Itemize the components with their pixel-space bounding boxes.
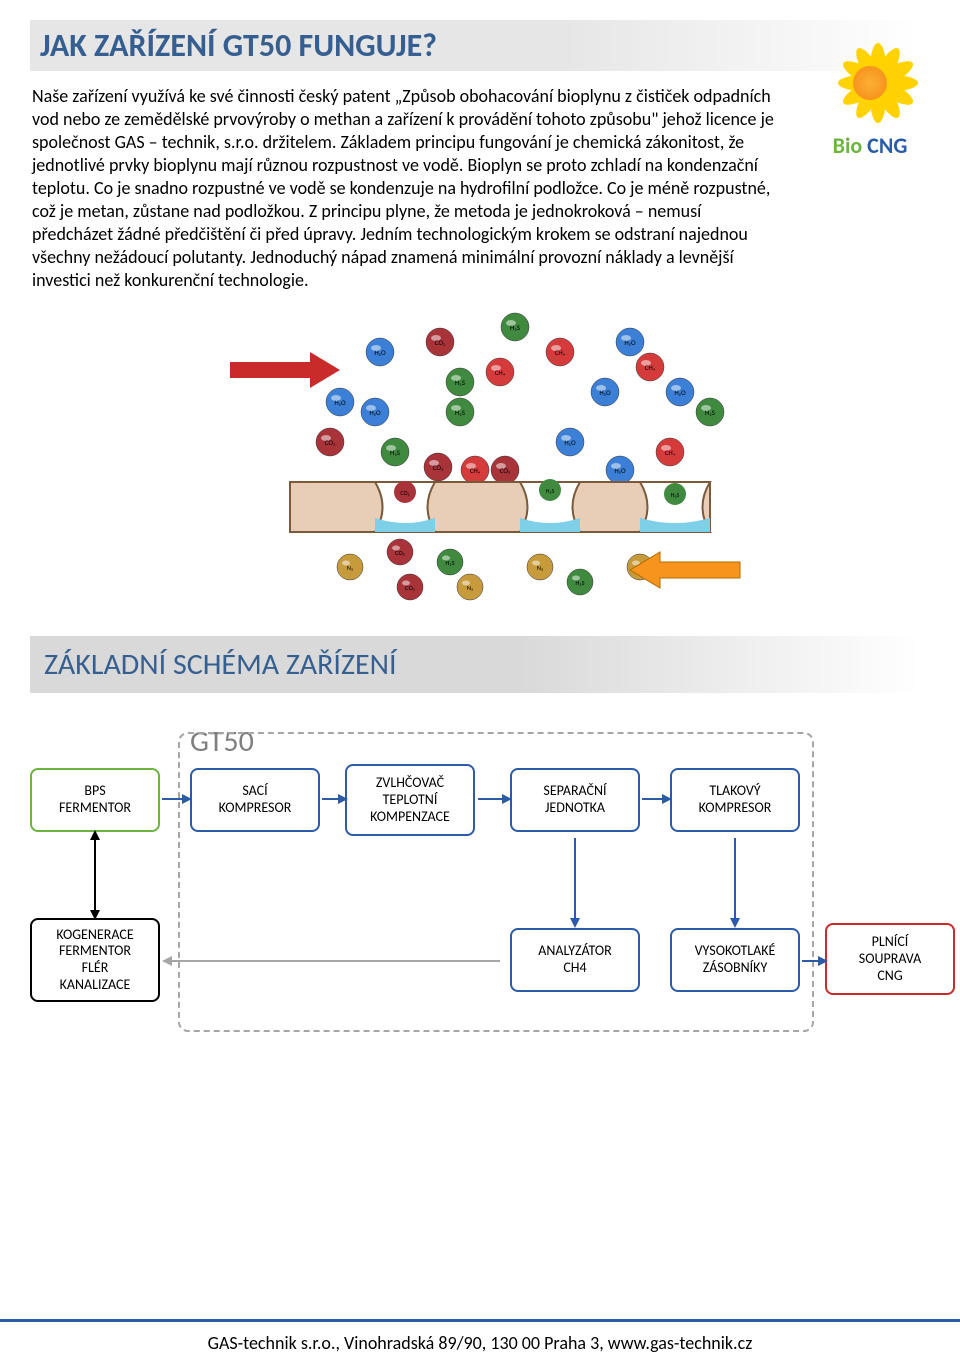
svg-text:H₂O: H₂O xyxy=(369,408,381,417)
svg-text:CO₂: CO₂ xyxy=(500,466,511,475)
svg-text:CH₄: CH₄ xyxy=(555,348,566,357)
logo: Bio CNG xyxy=(810,38,930,159)
svg-text:H₂S: H₂S xyxy=(455,408,465,417)
section-title: ZÁKLADNÍ SCHÉMA ZAŘÍZENÍ xyxy=(30,636,920,693)
arrow xyxy=(170,960,500,962)
schema-diagram: BPS FERMENTORSACÍ KOMPRESORZVLHČOVAČ TEP… xyxy=(30,768,910,1068)
svg-text:H₂S: H₂S xyxy=(671,491,680,499)
box-bps: BPS FERMENTOR xyxy=(30,768,160,832)
box-zvlh: ZVLHČOVAČ TEPLOTNÍ KOMPENZACE xyxy=(345,764,475,836)
svg-text:H₂S: H₂S xyxy=(390,448,400,457)
svg-text:H₂S: H₂S xyxy=(705,408,715,417)
svg-text:H₂S: H₂S xyxy=(510,323,520,332)
box-saci: SACÍ KOMPRESOR xyxy=(190,768,320,832)
arrow xyxy=(478,798,504,800)
svg-text:N₂: N₂ xyxy=(347,564,353,572)
svg-text:H₂S: H₂S xyxy=(546,487,555,495)
svg-text:H₂O: H₂O xyxy=(624,338,636,347)
membrane-diagram: H₂O CO₂ H₂S CH₄ H₂O H₂O H₂O H₂S CH₄ H₂S H₂O CH₄ H₂O H… xyxy=(210,312,750,612)
box-plnici: PLNÍCÍ SOUPRAVA CNG xyxy=(825,923,955,995)
arrow xyxy=(734,838,736,920)
svg-text:H₂O: H₂O xyxy=(614,466,626,475)
svg-text:N₂: N₂ xyxy=(537,564,543,572)
box-sep: SEPARAČNÍ JEDNOTKA xyxy=(510,768,640,832)
arrow xyxy=(94,838,96,912)
svg-text:H₂O: H₂O xyxy=(564,438,576,447)
logo-text: Bio CNG xyxy=(810,132,930,159)
sun-icon xyxy=(825,38,915,128)
box-vys: VYSOKOTLAKÉ ZÁSOBNÍKY xyxy=(670,928,800,992)
svg-text:CH₄: CH₄ xyxy=(470,466,481,475)
svg-text:H₂O: H₂O xyxy=(334,398,346,407)
arrow xyxy=(574,838,576,920)
svg-text:H₂S: H₂S xyxy=(455,378,465,387)
arrow xyxy=(162,798,184,800)
svg-text:CO₂: CO₂ xyxy=(405,584,415,592)
arrow xyxy=(322,798,340,800)
arrow xyxy=(642,798,664,800)
svg-text:CO₂: CO₂ xyxy=(435,338,446,347)
svg-text:N₂: N₂ xyxy=(467,584,473,592)
svg-text:CO₂: CO₂ xyxy=(433,463,444,472)
svg-text:H₂O: H₂O xyxy=(374,348,386,357)
body-paragraph: Naše zařízení využívá ke své činnosti če… xyxy=(32,85,780,292)
svg-text:CO₂: CO₂ xyxy=(325,438,336,447)
svg-text:CH₄: CH₄ xyxy=(495,368,506,377)
box-kogen: KOGENERACE FERMENTOR FLÉR KANALIZACE xyxy=(30,918,160,1002)
svg-text:CO₂: CO₂ xyxy=(400,489,409,497)
arrow xyxy=(802,960,820,962)
svg-text:CO₂: CO₂ xyxy=(395,549,405,557)
svg-text:H₂O: H₂O xyxy=(599,388,611,397)
footer: GAS-technik s.r.o., Vinohradská 89/90, 1… xyxy=(0,1319,960,1354)
page-title: JAK ZAŘÍZENÍ GT50 FUNGUJE? xyxy=(30,20,920,71)
box-anal: ANALYZÁTOR CH4 xyxy=(510,928,640,992)
svg-text:H₂S: H₂S xyxy=(575,579,584,587)
svg-text:CH₄: CH₄ xyxy=(665,448,676,457)
svg-text:CH₄: CH₄ xyxy=(645,363,656,372)
svg-text:H₂O: H₂O xyxy=(674,388,686,397)
svg-text:H₂S: H₂S xyxy=(445,559,454,567)
box-tlak: TLAKOVÝ KOMPRESOR xyxy=(670,768,800,832)
